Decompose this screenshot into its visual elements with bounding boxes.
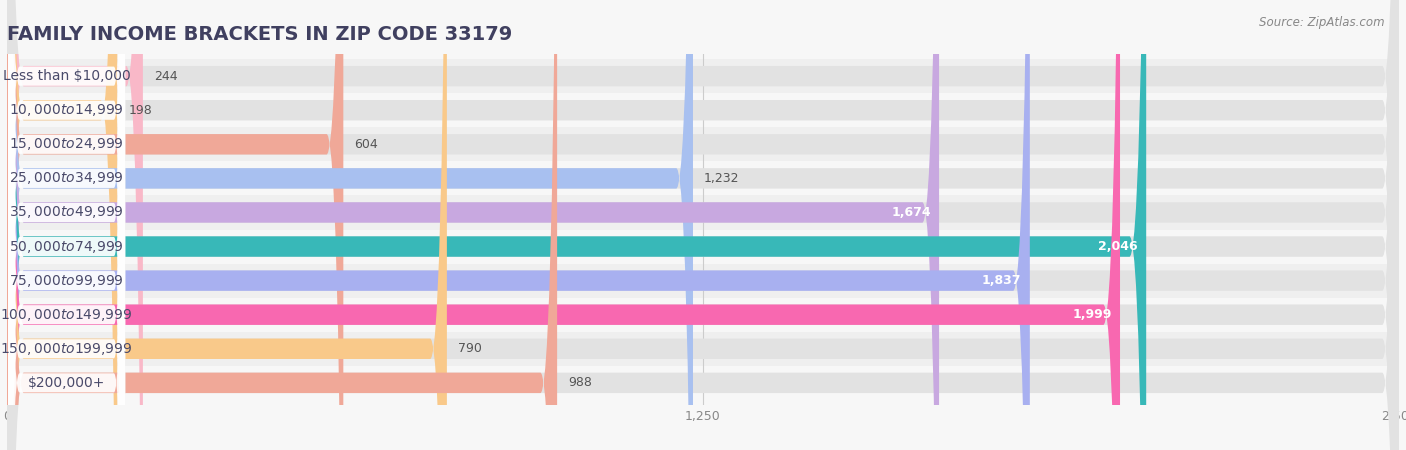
Text: 790: 790 — [458, 342, 482, 355]
Text: 988: 988 — [568, 376, 592, 389]
FancyBboxPatch shape — [8, 0, 125, 450]
FancyBboxPatch shape — [7, 0, 693, 450]
Text: 244: 244 — [155, 70, 177, 83]
FancyBboxPatch shape — [7, 0, 1121, 450]
Text: $50,000 to $74,999: $50,000 to $74,999 — [10, 238, 124, 255]
FancyBboxPatch shape — [7, 195, 1399, 230]
FancyBboxPatch shape — [7, 0, 557, 450]
Text: Less than $10,000: Less than $10,000 — [3, 69, 131, 83]
Text: $10,000 to $14,999: $10,000 to $14,999 — [10, 102, 124, 118]
Text: 1,232: 1,232 — [704, 172, 740, 185]
Text: $35,000 to $49,999: $35,000 to $49,999 — [10, 204, 124, 220]
Text: 1,999: 1,999 — [1073, 308, 1112, 321]
FancyBboxPatch shape — [8, 0, 125, 450]
FancyBboxPatch shape — [7, 0, 1399, 450]
Text: 1,837: 1,837 — [981, 274, 1022, 287]
FancyBboxPatch shape — [7, 0, 1146, 450]
FancyBboxPatch shape — [7, 0, 143, 450]
FancyBboxPatch shape — [7, 332, 1399, 366]
FancyBboxPatch shape — [7, 264, 1399, 297]
FancyBboxPatch shape — [7, 59, 1399, 93]
Text: 198: 198 — [128, 104, 152, 117]
Text: 1,674: 1,674 — [891, 206, 931, 219]
Text: 604: 604 — [354, 138, 378, 151]
Text: FAMILY INCOME BRACKETS IN ZIP CODE 33179: FAMILY INCOME BRACKETS IN ZIP CODE 33179 — [7, 25, 512, 44]
FancyBboxPatch shape — [7, 0, 1399, 450]
Text: $75,000 to $99,999: $75,000 to $99,999 — [10, 273, 124, 288]
FancyBboxPatch shape — [7, 127, 1399, 162]
FancyBboxPatch shape — [8, 0, 125, 450]
FancyBboxPatch shape — [7, 162, 1399, 195]
FancyBboxPatch shape — [7, 0, 1399, 450]
FancyBboxPatch shape — [7, 0, 1399, 450]
Text: $15,000 to $24,999: $15,000 to $24,999 — [10, 136, 124, 152]
FancyBboxPatch shape — [8, 0, 125, 450]
FancyBboxPatch shape — [8, 0, 125, 450]
FancyBboxPatch shape — [7, 0, 447, 450]
FancyBboxPatch shape — [7, 0, 1399, 450]
FancyBboxPatch shape — [8, 0, 125, 450]
FancyBboxPatch shape — [7, 93, 1399, 127]
FancyBboxPatch shape — [8, 0, 125, 450]
FancyBboxPatch shape — [7, 0, 1399, 450]
FancyBboxPatch shape — [7, 0, 1029, 450]
FancyBboxPatch shape — [8, 0, 125, 450]
FancyBboxPatch shape — [7, 0, 1399, 450]
FancyBboxPatch shape — [7, 0, 117, 450]
FancyBboxPatch shape — [7, 0, 343, 450]
Text: $150,000 to $199,999: $150,000 to $199,999 — [0, 341, 132, 357]
Text: Source: ZipAtlas.com: Source: ZipAtlas.com — [1260, 16, 1385, 29]
FancyBboxPatch shape — [8, 0, 125, 450]
FancyBboxPatch shape — [8, 0, 125, 450]
FancyBboxPatch shape — [7, 230, 1399, 264]
Text: 2,046: 2,046 — [1098, 240, 1137, 253]
Text: $100,000 to $149,999: $100,000 to $149,999 — [0, 307, 132, 323]
FancyBboxPatch shape — [7, 0, 1399, 450]
FancyBboxPatch shape — [7, 0, 939, 450]
FancyBboxPatch shape — [7, 0, 1399, 450]
FancyBboxPatch shape — [7, 0, 1399, 450]
FancyBboxPatch shape — [7, 366, 1399, 400]
Text: $200,000+: $200,000+ — [28, 376, 105, 390]
FancyBboxPatch shape — [7, 297, 1399, 332]
Text: $25,000 to $34,999: $25,000 to $34,999 — [10, 171, 124, 186]
